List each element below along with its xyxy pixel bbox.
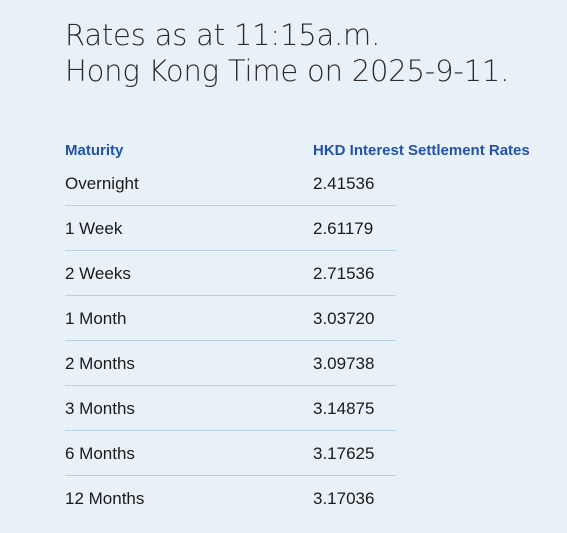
table-row: 12 Months 3.17036 bbox=[65, 476, 396, 520]
table-header: Maturity HKD Interest Settlement Rates bbox=[65, 140, 565, 162]
maturity-cell: 6 Months bbox=[65, 444, 135, 463]
rate-cell: 2.61179 bbox=[313, 219, 374, 238]
rate-cell: 2.71536 bbox=[313, 264, 375, 283]
table-row: 6 Months 3.17625 bbox=[65, 431, 396, 476]
rate-cell: 2.41536 bbox=[313, 174, 375, 193]
maturity-cell: 2 Months bbox=[65, 354, 135, 373]
page-title: Rates as at 11:15a.m. Hong Kong Time on … bbox=[65, 17, 509, 89]
column-header-rate: HKD Interest Settlement Rates bbox=[313, 142, 530, 159]
rate-cell: 3.03720 bbox=[313, 309, 375, 328]
page-title-line-1: Rates as at 11:15a.m. bbox=[65, 18, 381, 52]
rate-cell: 3.09738 bbox=[313, 354, 375, 373]
maturity-cell: 1 Month bbox=[65, 309, 127, 328]
table-row: 3 Months 3.14875 bbox=[65, 386, 396, 431]
table-row: 1 Week 2.61179 bbox=[65, 206, 396, 251]
table-row: 2 Months 3.09738 bbox=[65, 341, 396, 386]
table-row: 2 Weeks 2.71536 bbox=[65, 251, 396, 296]
table-row: 1 Month 3.03720 bbox=[65, 296, 396, 341]
maturity-cell: 12 Months bbox=[65, 489, 145, 508]
table-row: Overnight 2.41536 bbox=[65, 162, 396, 206]
maturity-cell: Overnight bbox=[65, 174, 139, 193]
rate-cell: 3.17625 bbox=[313, 444, 375, 463]
rate-cell: 3.17036 bbox=[313, 489, 375, 508]
maturity-cell: 2 Weeks bbox=[65, 264, 131, 283]
maturity-cell: 1 Week bbox=[65, 219, 123, 238]
page-title-line-2: Hong Kong Time on 2025-9-11. bbox=[65, 54, 510, 88]
rate-cell: 3.14875 bbox=[313, 399, 375, 418]
maturity-cell: 3 Months bbox=[65, 399, 135, 418]
column-header-maturity: Maturity bbox=[65, 142, 124, 159]
rates-table: Maturity HKD Interest Settlement Rates O… bbox=[65, 140, 565, 520]
